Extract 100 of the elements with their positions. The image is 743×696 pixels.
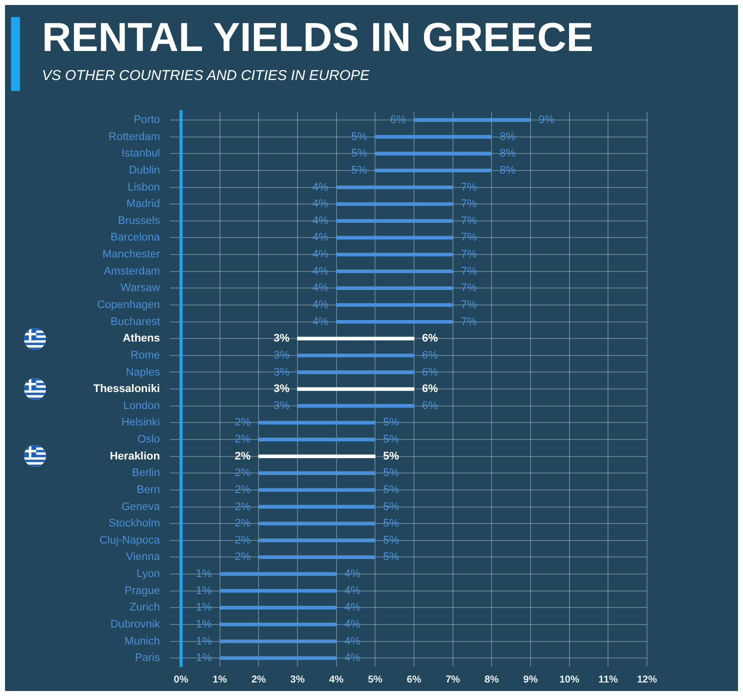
y-tick-label: Manchester [102,248,160,261]
annotation: 5% [383,416,400,429]
y-tick-label: Lyon [136,568,160,580]
y-tick-label: Berlin [132,467,160,480]
chart-subtitle: VS OTHER COUNTRIES AND CITIES IN EUROPE [42,68,370,84]
bar [336,286,454,290]
annotation: 6% [422,383,438,396]
x-tick-label: 3% [290,674,305,686]
y-tick-label: Dubrovnik [110,618,160,630]
annotation: 3% [274,349,290,362]
y-tick-label: London [123,400,160,412]
annotation: 5% [383,500,400,513]
x-tick-label: 8% [484,674,499,686]
bar [220,589,337,593]
annotation: 5% [383,467,400,480]
bar [297,370,414,374]
annotation: 3% [274,332,290,345]
chart-title: RENTAL YIELDS IN GREECE [42,14,594,60]
annotation: 4% [344,584,360,597]
annotation: 5% [351,164,368,176]
bar [297,404,414,408]
x-tick-label: 0% [174,674,188,686]
annotation: 5% [383,450,400,462]
annotation: 5% [383,534,400,546]
annotation: 1% [196,602,212,614]
annotation: 1% [196,568,212,580]
y-tick-label: Helsinki [121,416,160,429]
annotation: 7% [460,198,477,210]
bar [374,152,492,156]
bar [220,656,337,660]
annotation: 2% [234,534,251,546]
annotation: 4% [312,181,329,194]
annotation: 7% [460,248,477,261]
annotation: 5% [383,484,400,496]
bar [374,168,492,172]
annotation: 4% [344,652,360,664]
annotation: 1% [196,652,212,664]
bar [297,387,414,391]
annotation: 2% [234,500,251,513]
annotation: 8% [500,130,516,143]
x-tick-label: 6% [406,674,422,686]
annotation: 4% [344,635,360,648]
y-tick-label: Rotterdam [108,130,160,143]
bar [336,252,454,256]
annotation: 5% [383,434,400,446]
bar [297,336,414,340]
annotation: 6% [422,332,438,345]
annotation: 7% [460,181,477,194]
bar [220,572,337,576]
annotation: 7% [460,265,477,278]
annotation: 7% [460,232,477,244]
y-tick-label: Prague [124,584,160,597]
annotation: 4% [312,299,329,312]
bar [336,270,454,274]
y-tick-label: Copenhagen [96,299,160,312]
y-tick-label: Heraklion [110,450,160,462]
y-tick-label: Vienna [126,551,161,564]
annotation: 4% [312,248,329,261]
annotation: 7% [460,282,477,294]
y-tick-label: Lisbon [128,181,160,194]
y-tick-label: Bern [136,484,160,496]
annotation: 4% [312,265,329,278]
annotation: 3% [274,400,290,412]
annotation: 3% [274,383,290,396]
y-tick-label: Paris [134,652,160,664]
bar [374,134,492,139]
y-tick-label: Oslo [137,434,160,446]
x-tick-label: 11% [598,674,618,686]
bar [220,639,337,644]
annotation: 4% [312,198,329,210]
annotation: 4% [312,214,329,227]
bar [258,504,376,509]
bar [336,185,454,190]
bar [336,303,454,307]
x-tick-label: 5% [368,674,382,686]
annotation: 6% [422,366,438,378]
annotation: 4% [312,316,329,328]
bar [258,454,376,458]
y-tick-label: Thessaloniki [93,383,160,396]
annotation: 4% [312,282,329,294]
bar [336,236,454,240]
bar [258,538,376,542]
y-tick-label: Warsaw [120,282,160,294]
bar [258,471,376,475]
annotation: 4% [312,232,329,244]
annotation: 8% [500,148,516,160]
annotation: 5% [383,518,400,530]
x-tick-label: 4% [329,674,344,686]
x-tick-label: 2% [251,674,266,686]
y-tick-label: Bucharest [110,316,160,328]
bar [297,354,414,358]
y-tick-label: Dublin [128,164,160,176]
annotation: 2% [234,450,251,462]
annotation: 7% [460,214,477,227]
annotation: 7% [460,299,477,312]
annotation: 2% [234,467,251,480]
annotation: 4% [344,602,360,614]
bar [414,118,531,122]
annotation: 5% [351,130,368,143]
annotation: 1% [196,584,212,597]
